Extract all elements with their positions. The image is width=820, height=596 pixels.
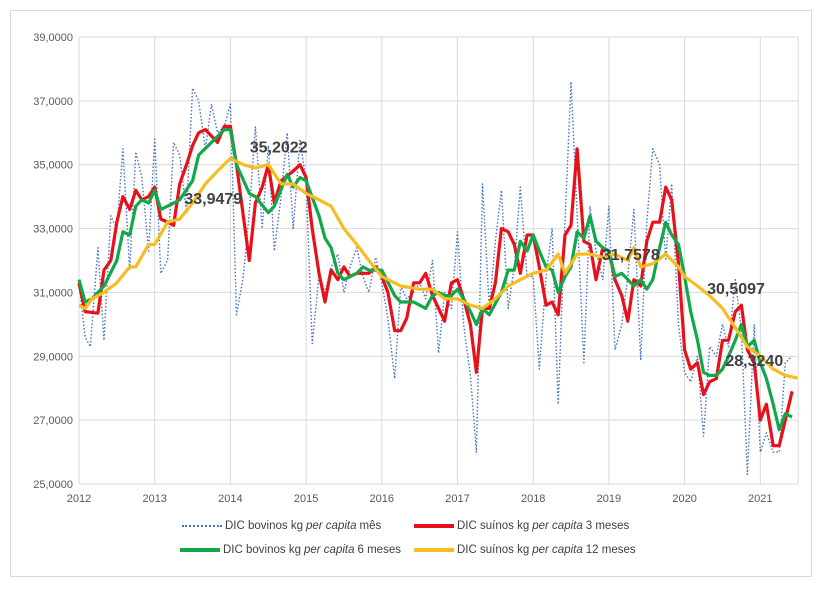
- data-label: 35,2022: [250, 139, 308, 156]
- series-suinos-3m-line: [77, 124, 794, 448]
- legend-label-italic: per capita: [303, 544, 355, 556]
- legend-label-suffix: 6 meses: [357, 544, 401, 556]
- x-tick-label: 2021: [748, 493, 772, 505]
- legend-swatch: [414, 548, 454, 552]
- legend-item-bovinos-6m: DIC bovinos kg per capita 6 meses: [180, 544, 401, 556]
- y-axis-ticks: 25,0000 27,0000 29,0000 31,0000 33,0000 35,00…: [33, 32, 73, 491]
- y-tick-label: 27,0000: [33, 415, 73, 427]
- y-tick-label: 29,0000: [33, 351, 73, 363]
- data-label: 31,7578: [602, 247, 660, 264]
- legend-label: DIC bovinos kg: [225, 520, 303, 532]
- legend-swatch: [180, 548, 220, 552]
- legend-label-italic: per capita: [532, 520, 583, 532]
- x-tick-label: 2019: [597, 493, 621, 505]
- x-tick-label: 2016: [370, 493, 394, 505]
- legend-label-italic: per capita: [305, 520, 357, 532]
- chart-frame: [10, 10, 812, 577]
- legend-swatch: [414, 524, 454, 528]
- y-tick-label: 39,0000: [33, 32, 73, 44]
- x-tick-label: 2018: [521, 493, 545, 505]
- series-bovinos-6m-line: [77, 128, 793, 432]
- legend-item-suinos-3m: DIC suínos kg per capita 3 meses: [414, 520, 629, 532]
- legend-swatch: [182, 525, 222, 527]
- grid: [78, 36, 799, 485]
- data-label: 28,3240: [725, 353, 783, 370]
- x-tick-label: 2015: [294, 493, 318, 505]
- y-tick-label: 37,0000: [33, 96, 73, 108]
- x-tick-label: 2014: [218, 493, 242, 505]
- series-lines: [77, 81, 798, 476]
- legend-label-italic: per capita: [532, 544, 583, 556]
- x-axis-ticks: 2012 2013 2014 2015 2016 2017 2018 2019 2020 2021: [67, 493, 773, 505]
- y-tick-label: 33,0000: [33, 224, 73, 236]
- x-tick-label: 2017: [445, 493, 469, 505]
- x-tick-label: 2012: [67, 493, 91, 505]
- series-suinos-12m-line: [78, 156, 798, 380]
- annotations: 35,2022 33,9479 31,7578 30,5097 28,3240: [184, 139, 783, 370]
- legend-label-suffix: 3 meses: [585, 520, 630, 532]
- x-tick-label: 2013: [142, 493, 166, 505]
- y-tick-label: 31,0000: [33, 287, 73, 299]
- legend-item-suinos-12m: DIC suínos kg per capita 12 meses: [414, 544, 636, 556]
- data-label: 33,9479: [184, 191, 242, 208]
- y-tick-label: 25,0000: [33, 479, 73, 491]
- x-tick-label: 2020: [672, 493, 696, 505]
- legend-label-suffix: mês: [359, 520, 382, 532]
- legend-label: DIC bovinos kg: [223, 544, 301, 556]
- legend-label: DIC suínos kg: [457, 544, 530, 556]
- legend-label: DIC suínos kg: [457, 520, 530, 532]
- legend-item-bovinos-mes: DIC bovinos kg per capita mês: [182, 520, 381, 532]
- legend-label-suffix: 12 meses: [585, 544, 636, 556]
- y-tick-label: 35,0000: [33, 160, 73, 172]
- data-label: 30,5097: [707, 281, 765, 298]
